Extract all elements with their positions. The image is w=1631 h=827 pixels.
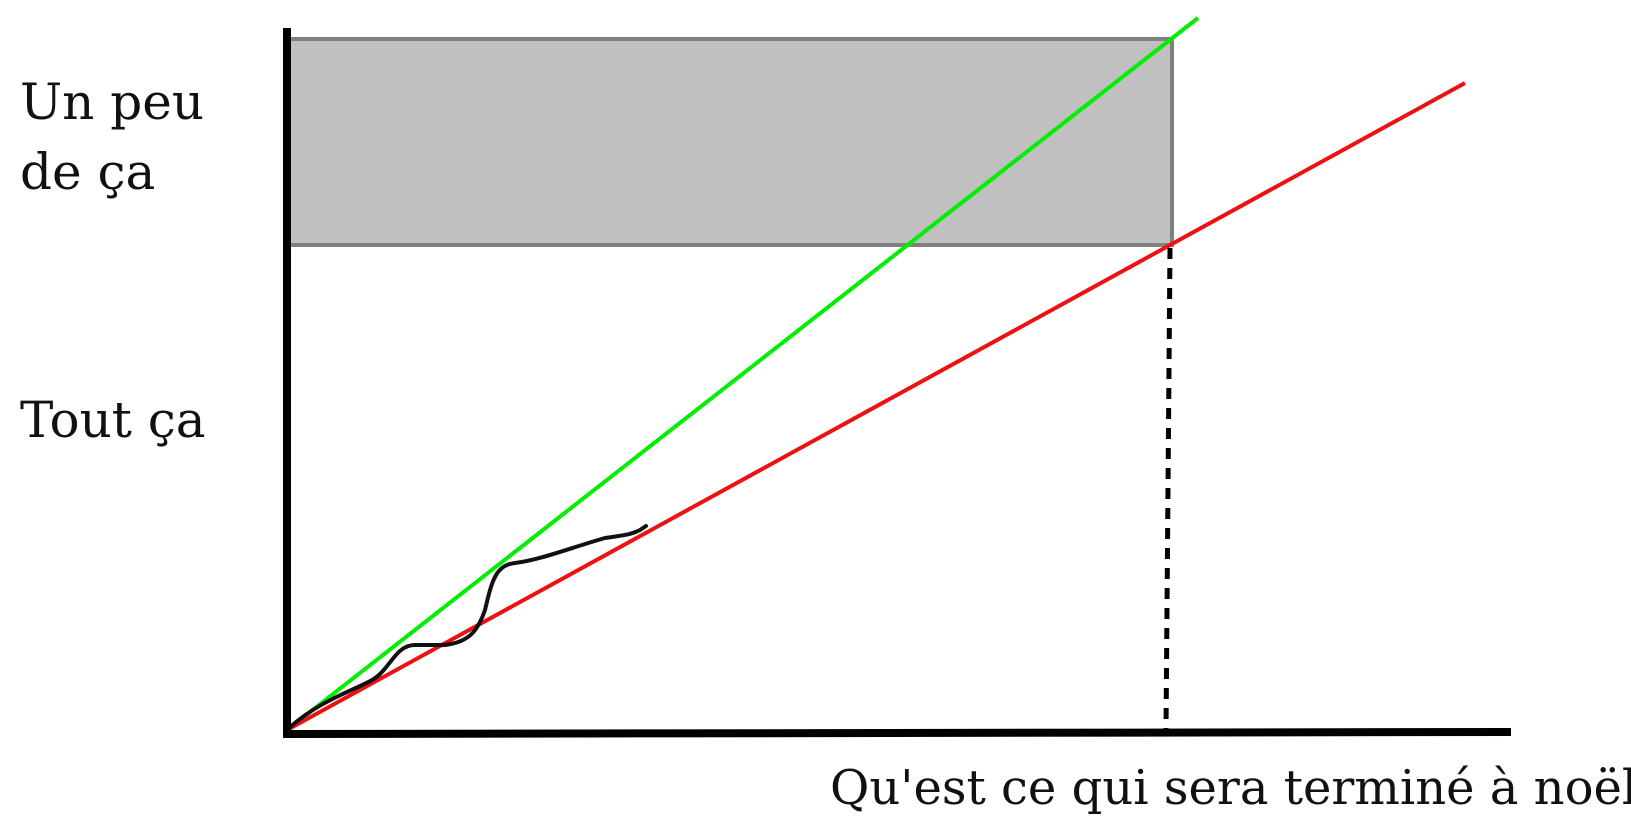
top-level-label-line-1: Un peu (20, 73, 205, 131)
x-axis (282, 728, 1512, 738)
deadline-marker (1163, 247, 1173, 731)
pessimistic-trend-line (286, 81, 1466, 732)
progress-curve (287, 524, 648, 730)
x-axis-label: Qu'est ce qui sera terminé à noël ? (830, 760, 1631, 816)
optimistic-trend-line (285, 16, 1200, 732)
target-band (287, 37, 1174, 247)
middle-level-label: Tout ça (20, 391, 206, 449)
top-level-label-line-2: de ça (20, 143, 156, 201)
